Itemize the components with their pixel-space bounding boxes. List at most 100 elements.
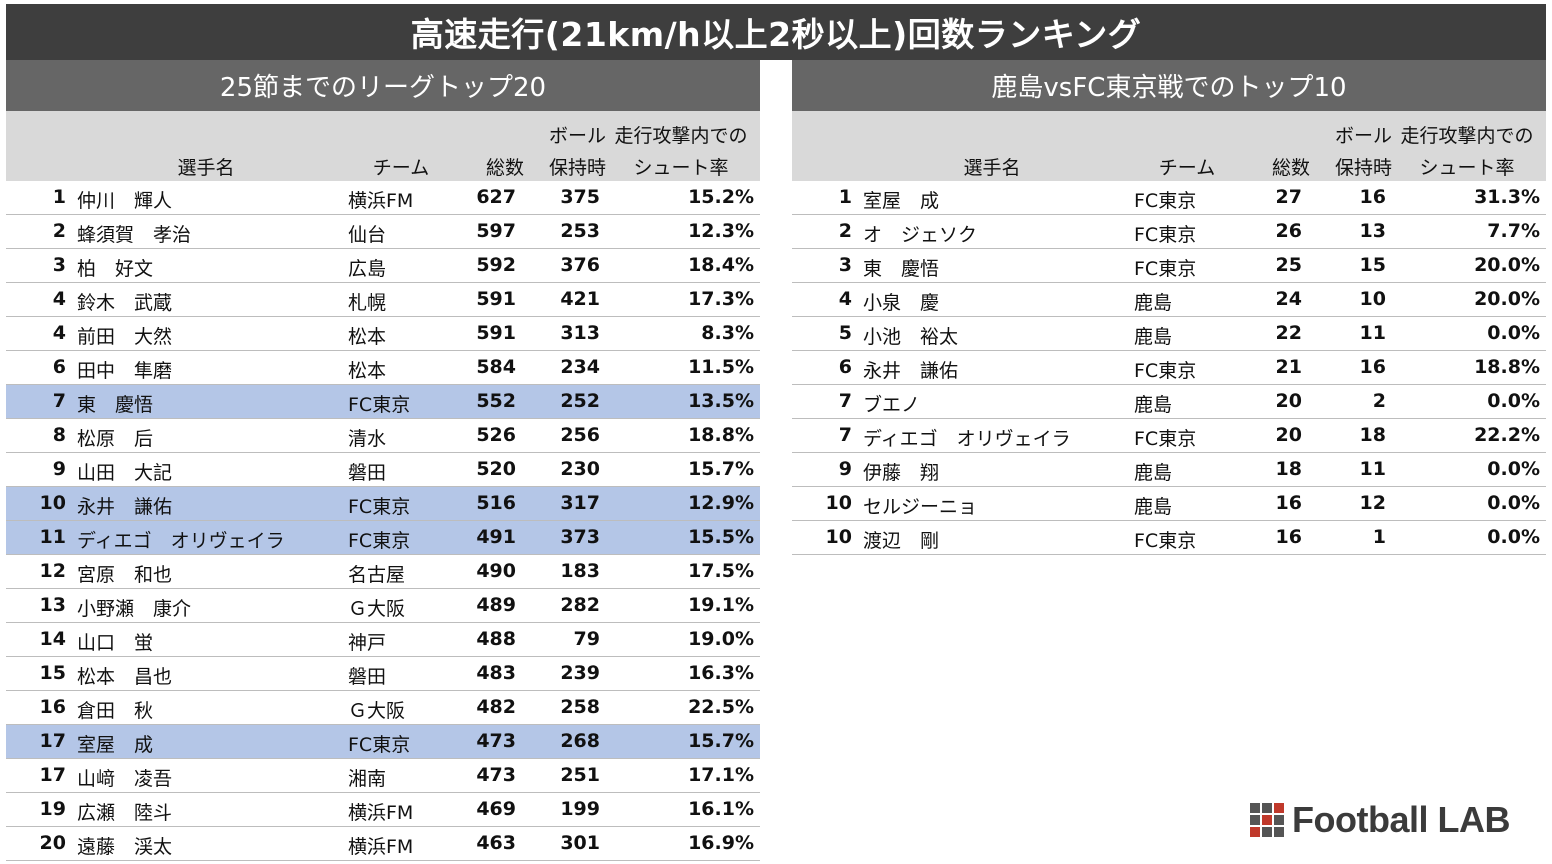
table-body: 1 仲川 輝人 横浜FM 627 375 15.2% 2 蜂須賀 孝治 仙台 597 253 12.3… — [6, 181, 760, 861]
column-header: 選手名 チーム 総数 ボール 保持時 走行攻撃内での シュート率 — [792, 111, 1546, 181]
table-row: 13 小野瀬 康介 Ｇ大阪 489 282 19.1% — [6, 589, 760, 623]
rank-cell: 13 — [39, 594, 66, 616]
total-cell: 469 — [476, 798, 516, 820]
rank-cell: 4 — [52, 288, 66, 310]
table-row: 10 セルジーニョ 鹿島 16 12 0.0% — [792, 487, 1546, 521]
shot-rate-cell: 0.0% — [1487, 390, 1540, 412]
rank-cell: 8 — [52, 424, 66, 446]
total-cell: 24 — [1275, 288, 1302, 310]
ball-possession-cell: 268 — [560, 730, 600, 752]
shot-rate-cell: 13.5% — [688, 390, 754, 412]
rank-cell: 6 — [52, 356, 66, 378]
total-cell: 591 — [476, 288, 516, 310]
table-row: 11 ディエゴ オリヴェイラ FC東京 491 373 15.5% — [6, 521, 760, 555]
shot-rate-cell: 22.2% — [1474, 424, 1540, 446]
team-cell: Ｇ大阪 — [348, 598, 406, 620]
ball-possession-cell: 18 — [1359, 424, 1386, 446]
rank-cell: 6 — [838, 356, 852, 378]
team-cell: 横浜FM — [348, 190, 414, 212]
table-row: 10 渡辺 剛 FC東京 16 1 0.0% — [792, 521, 1546, 555]
total-cell: 489 — [476, 594, 516, 616]
ball-possession-cell: 10 — [1359, 288, 1386, 310]
total-cell: 21 — [1275, 356, 1302, 378]
ball-possession-cell: 12 — [1359, 492, 1386, 514]
table-row: 1 仲川 輝人 横浜FM 627 375 15.2% — [6, 181, 760, 215]
team-cell: FC東京 — [348, 496, 411, 518]
table-row: 16 倉田 秋 Ｇ大阪 482 258 22.5% — [6, 691, 760, 725]
header-total: 総数 — [485, 157, 524, 179]
team-cell: 磐田 — [348, 666, 387, 688]
column-header: 選手名 チーム 総数 ボール 保持時 走行攻撃内での シュート率 — [6, 111, 760, 181]
table-row: 6 永井 謙佑 FC東京 21 16 18.8% — [792, 351, 1546, 385]
total-cell: 584 — [476, 356, 516, 378]
shot-rate-cell: 0.0% — [1487, 492, 1540, 514]
player-name-cell: 小泉 慶 — [863, 292, 940, 314]
rank-cell: 19 — [39, 798, 66, 820]
team-cell: 神戸 — [348, 632, 387, 654]
team-cell: 横浜FM — [348, 802, 414, 824]
ball-possession-cell: 1 — [1372, 526, 1386, 548]
ball-possession-cell: 79 — [573, 628, 600, 650]
table-row: 3 柏 好文 広島 592 376 18.4% — [6, 249, 760, 283]
table-row: 3 東 慶悟 FC東京 25 15 20.0% — [792, 249, 1546, 283]
table-row: 2 蜂須賀 孝治 仙台 597 253 12.3% — [6, 215, 760, 249]
total-cell: 25 — [1275, 254, 1302, 276]
rank-cell: 14 — [39, 628, 66, 650]
rank-cell: 3 — [52, 254, 66, 276]
shot-rate-cell: 15.7% — [688, 458, 754, 480]
shot-rate-cell: 19.1% — [688, 594, 754, 616]
table-row: 6 田中 隼磨 松本 584 234 11.5% — [6, 351, 760, 385]
team-cell: FC東京 — [348, 530, 411, 552]
team-cell: 鹿島 — [1134, 326, 1173, 348]
header-ball-line1: ボール — [548, 125, 606, 147]
rank-cell: 2 — [838, 220, 852, 242]
player-name-cell: 室屋 成 — [77, 734, 154, 756]
player-name-cell: 広瀬 陸斗 — [77, 802, 173, 824]
total-cell: 592 — [476, 254, 516, 276]
total-cell: 491 — [476, 526, 516, 548]
total-cell: 552 — [476, 390, 516, 412]
total-cell: 488 — [476, 628, 516, 650]
table-row: 20 遠藤 渓太 横浜FM 463 301 16.9% — [6, 827, 760, 861]
rank-cell: 9 — [52, 458, 66, 480]
player-name-cell: 柏 好文 — [77, 258, 154, 280]
ball-possession-cell: 16 — [1359, 356, 1386, 378]
player-name-cell: ブエノ — [863, 394, 921, 416]
panel-title: 25節までのリーグトップ20 — [6, 60, 760, 111]
ball-possession-cell: 375 — [560, 186, 600, 208]
total-cell: 627 — [476, 186, 516, 208]
rank-cell: 3 — [838, 254, 852, 276]
ball-possession-cell: 11 — [1359, 322, 1386, 344]
total-cell: 597 — [476, 220, 516, 242]
shot-rate-cell: 20.0% — [1474, 254, 1540, 276]
shot-rate-cell: 15.2% — [688, 186, 754, 208]
ball-possession-cell: 317 — [560, 492, 600, 514]
team-cell: FC東京 — [1134, 530, 1197, 552]
total-cell: 482 — [476, 696, 516, 718]
panel-title: 鹿島vsFC東京戦でのトップ10 — [792, 60, 1546, 111]
rank-cell: 11 — [39, 526, 66, 548]
shot-rate-cell: 20.0% — [1474, 288, 1540, 310]
rank-cell: 2 — [52, 220, 66, 242]
team-cell: FC東京 — [1134, 428, 1197, 450]
total-cell: 16 — [1275, 526, 1302, 548]
ball-possession-cell: 183 — [560, 560, 600, 582]
rank-cell: 15 — [39, 662, 66, 684]
header-ball-line2: 保持時 — [548, 157, 606, 179]
ball-possession-cell: 239 — [560, 662, 600, 684]
ball-possession-cell: 253 — [560, 220, 600, 242]
player-name-cell: 遠藤 渓太 — [77, 836, 173, 858]
rank-cell: 5 — [838, 322, 852, 344]
shot-rate-cell: 11.5% — [688, 356, 754, 378]
shot-rate-cell: 31.3% — [1474, 186, 1540, 208]
table-row: 8 松原 后 清水 526 256 18.8% — [6, 419, 760, 453]
shot-rate-cell: 8.3% — [701, 322, 754, 344]
table-row: 4 前田 大然 松本 591 313 8.3% — [6, 317, 760, 351]
shot-rate-cell: 0.0% — [1487, 526, 1540, 548]
ball-possession-cell: 199 — [560, 798, 600, 820]
ball-possession-cell: 373 — [560, 526, 600, 548]
player-name-cell: 室屋 成 — [863, 190, 940, 212]
team-cell: FC東京 — [1134, 190, 1197, 212]
total-cell: 20 — [1275, 424, 1302, 446]
team-cell: 清水 — [348, 428, 387, 450]
